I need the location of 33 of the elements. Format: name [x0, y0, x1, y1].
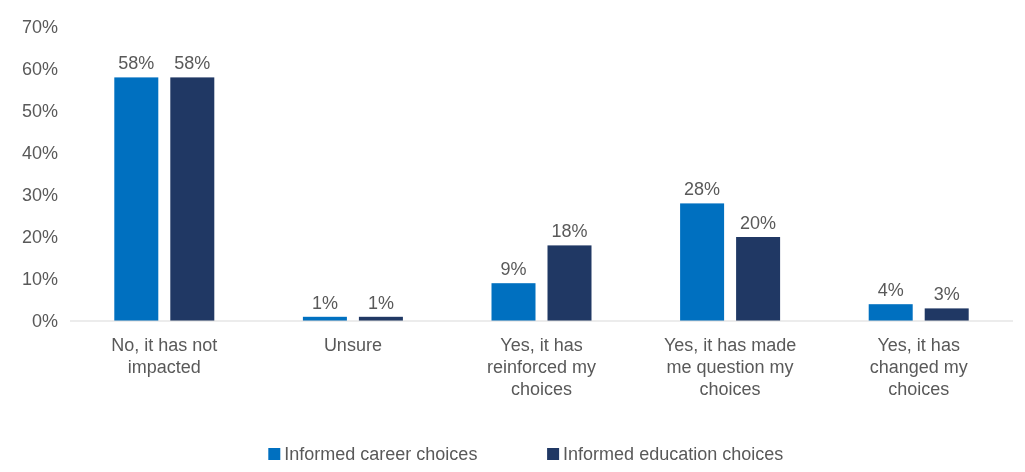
bar — [736, 237, 781, 321]
y-tick-label: 0% — [31, 311, 58, 332]
data-label: 1% — [311, 292, 338, 313]
data-label: 58% — [174, 53, 211, 74]
bar — [924, 308, 969, 321]
data-label: 9% — [500, 259, 527, 280]
data-label: 1% — [367, 292, 394, 313]
y-tick-label: 50% — [21, 101, 58, 122]
bar — [114, 77, 159, 321]
legend-label: Informed education choices — [563, 444, 784, 464]
bar — [170, 77, 215, 321]
legend-label: Informed career choices — [284, 444, 478, 464]
x-tick-label: Yes, it has changed my choices — [869, 335, 968, 399]
bar — [680, 203, 725, 321]
y-tick-label: 10% — [21, 269, 58, 290]
bar — [491, 283, 536, 321]
y-tick-label: 70% — [21, 17, 58, 38]
y-tick-label: 40% — [21, 143, 58, 164]
data-label: 18% — [551, 221, 588, 242]
bar — [868, 304, 913, 321]
y-tick-label: 60% — [21, 59, 58, 80]
bar — [547, 245, 592, 321]
x-tick-label: No, it has not impacted — [111, 335, 218, 377]
x-tick-label: Unsure — [323, 335, 382, 355]
data-label: 58% — [118, 53, 155, 74]
data-label: 4% — [877, 280, 904, 301]
data-label: 3% — [933, 284, 960, 305]
data-label: 28% — [684, 179, 721, 200]
y-tick-label: 30% — [21, 185, 58, 206]
x-tick-label: Yes, it has reinforced my choices — [486, 335, 597, 399]
y-tick-label: 20% — [21, 227, 58, 248]
x-tick-label: Yes, it has made me question my choices — [663, 335, 797, 399]
data-label: 20% — [740, 213, 777, 233]
